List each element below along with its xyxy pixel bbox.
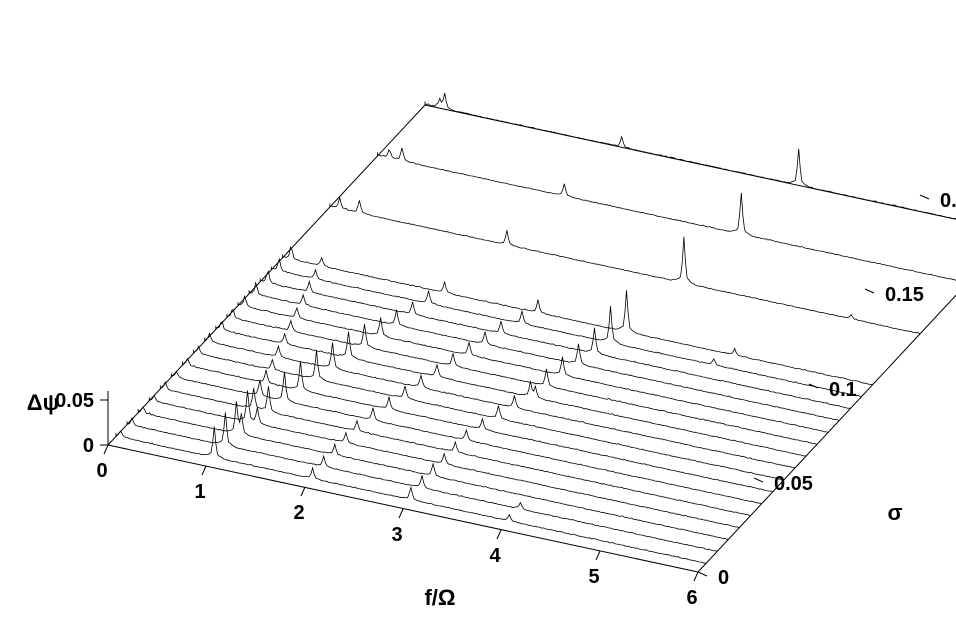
spectrum-trace xyxy=(205,333,795,468)
y-axis-label: σ xyxy=(887,500,902,525)
y-tick-label: 0.2 xyxy=(940,190,956,212)
waterfall-3d-plot: 012345600.050.10.150.200.05f/ΩσΔψ xyxy=(0,0,956,628)
y-tick-label: 0.1 xyxy=(829,379,857,401)
z-tick-label: 0 xyxy=(83,435,94,457)
z-axis-label: Δψ xyxy=(27,390,59,415)
spectrum-trace xyxy=(282,247,872,384)
spectrum-trace xyxy=(271,259,861,396)
x-tick-label: 4 xyxy=(489,545,501,567)
z-tick-label: 0.05 xyxy=(55,390,94,412)
x-tick-label: 6 xyxy=(686,587,697,609)
spectrum-trace xyxy=(127,412,717,551)
x-tick-label: 3 xyxy=(391,524,402,546)
x-tick-label: 0 xyxy=(96,460,107,482)
x-tick-label: 1 xyxy=(194,481,205,503)
spectrum-trace xyxy=(378,148,956,282)
y-tick-label: 0.15 xyxy=(885,284,924,306)
y-tick-label: 0.05 xyxy=(774,473,813,495)
spectrum-trace xyxy=(194,346,784,480)
spectrum-trace xyxy=(227,310,817,445)
x-axis-label: f/Ω xyxy=(424,585,455,610)
x-tick-label: 2 xyxy=(293,502,304,524)
x-tick-label: 5 xyxy=(588,566,599,588)
spectrum-trace xyxy=(171,372,761,504)
y-tick-label: 0 xyxy=(718,567,729,589)
